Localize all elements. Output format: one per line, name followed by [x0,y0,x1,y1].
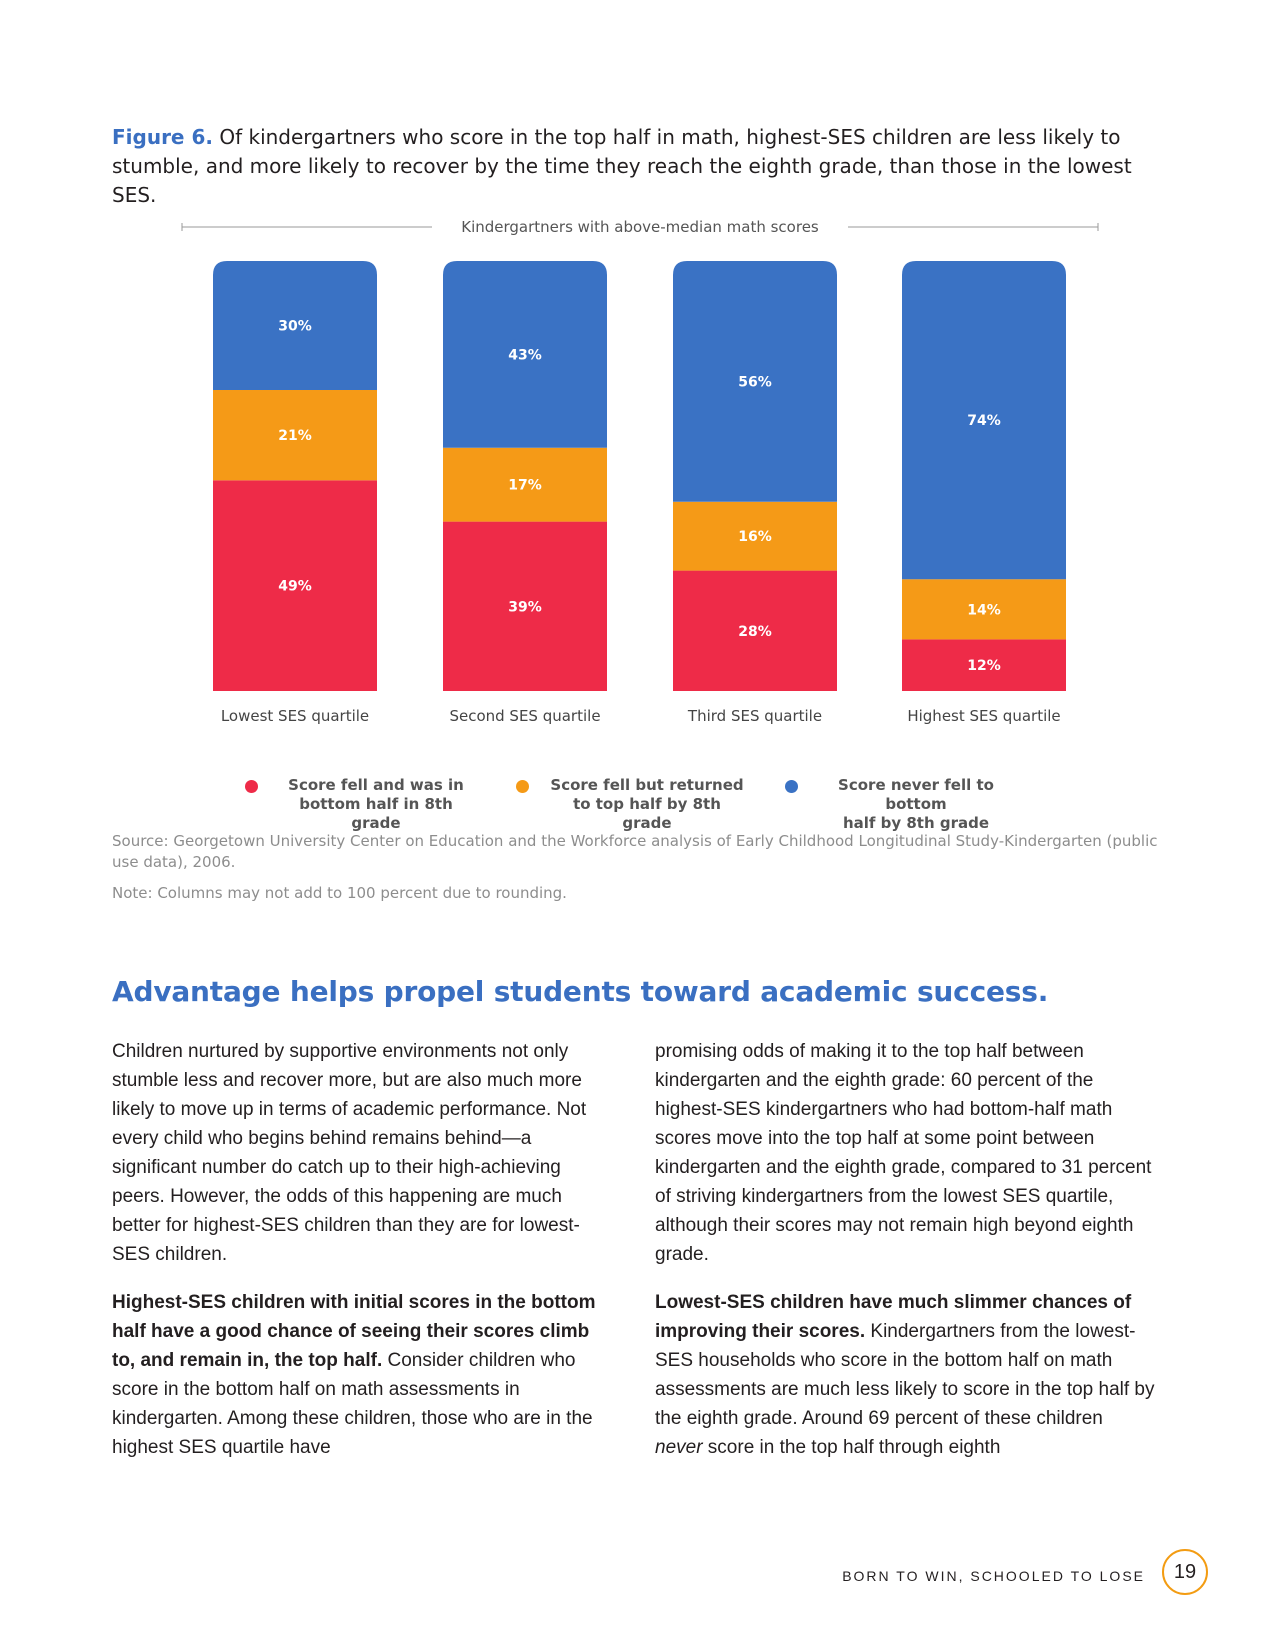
category-label: Second SES quartile [449,707,600,725]
data-label: 39% [508,599,542,615]
data-label: 21% [278,428,312,444]
bar-segment [673,261,837,502]
lead-in-bold: Lowest-SES children have much slimmer ch… [655,1292,1132,1342]
figure-number: Figure 6. [112,125,213,149]
section-heading: Advantage helps propel students toward a… [112,975,1049,1008]
emphasis: never [655,1437,703,1458]
category-label: Highest SES quartile [907,707,1060,725]
bar-segment [673,501,837,571]
lead-in-bold: Highest-SES children with initial scores… [112,1292,596,1371]
data-label: 74% [967,413,1001,429]
data-label: 43% [508,347,542,363]
figure-title: Figure 6. Of kindergartners who score in… [112,123,1172,210]
bar-segment [213,261,377,390]
body-paragraph: Lowest-SES children have much slimmer ch… [655,1292,1155,1458]
bar-segment [443,261,607,448]
chart-legend: Score fell and was in bottom half in 8th… [0,776,1275,832]
bar-segment [902,579,1066,640]
legend-item-fell-bottom: Score fell and was in bottom half in 8th… [245,776,476,833]
chart-note: Note: Columns may not add to 100 percent… [112,884,567,902]
body-column-left: Children nurtured by supportive environm… [112,1037,612,1481]
data-label: 49% [278,579,312,595]
bar-segment [443,447,607,522]
bar-segment [902,261,1066,580]
chart-source: Source: Georgetown University Center on … [112,832,1158,871]
legend-orange-dot-icon [516,780,529,793]
body-paragraph: Children nurtured by supportive environm… [112,1041,587,1265]
figure-caption: Of kindergartners who score in the top h… [112,125,1132,207]
bar-segment [673,570,837,691]
category-label: Third SES quartile [687,707,822,725]
bar-segment [213,480,377,691]
bar-segment [902,639,1066,691]
data-label: 56% [738,374,772,390]
data-label: 30% [278,319,312,335]
category-label: Lowest SES quartile [221,707,369,725]
legend-red-dot-icon [245,780,258,793]
stacked-bar-chart: Kindergartners with above-median math sc… [181,218,1099,725]
chart-title: Kindergartners with above-median math sc… [461,218,819,236]
data-label: 16% [738,529,772,545]
data-label: 12% [967,658,1001,674]
legend-blue-dot-icon [785,780,798,793]
body-column-right: promising odds of making it to the top h… [655,1037,1155,1481]
bar-segment [443,521,607,691]
data-label: 28% [738,624,772,640]
footer-report-title: BORN TO WIN, SCHOOLED TO LOSE [842,1568,1145,1584]
body-paragraph: Highest-SES children with initial scores… [112,1292,596,1458]
body-paragraph: promising odds of making it to the top h… [655,1041,1152,1265]
legend-label: Score fell but returned to top half by 8… [550,776,744,832]
bar-segment [213,390,377,481]
legend-label: Score never fell to bottom half by 8th g… [838,776,994,832]
data-label: 17% [508,478,542,494]
legend-item-never-fell: Score never fell to bottom half by 8th g… [785,776,1016,833]
legend-label: Score fell and was in bottom half in 8th… [288,776,464,832]
data-label: 14% [967,602,1001,618]
page-number: 19 [1162,1549,1208,1595]
legend-item-fell-returned: Score fell but returned to top half by 8… [516,776,747,833]
